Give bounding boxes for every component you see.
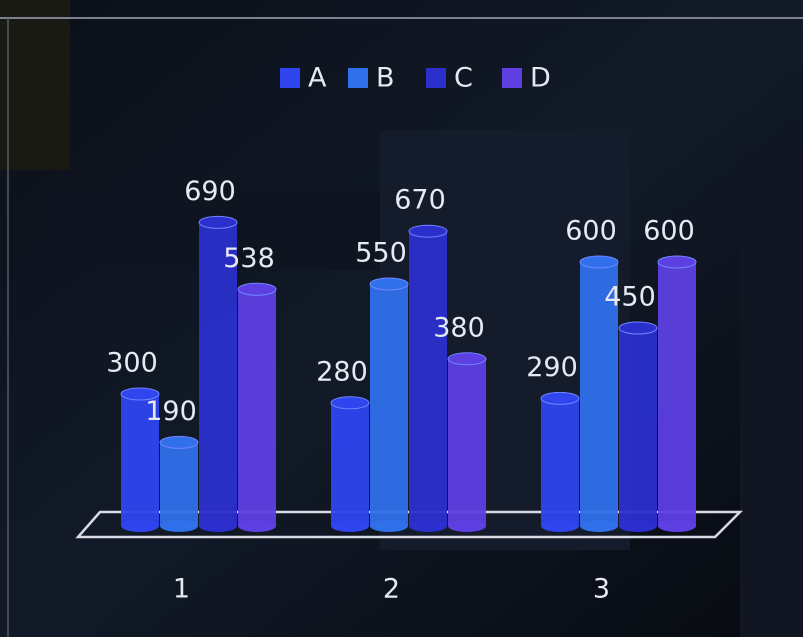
x-tick-label: 1 [173, 574, 190, 605]
bar [541, 398, 579, 526]
data-label: 190 [145, 396, 197, 427]
legend-label: A [308, 63, 327, 94]
bar-top [618, 321, 658, 335]
bar [580, 262, 618, 526]
x-tick-label: 2 [383, 574, 400, 605]
data-label: 380 [433, 312, 485, 343]
bar [238, 289, 276, 526]
bar [658, 262, 696, 526]
bar-top [408, 224, 448, 238]
legend-label: D [530, 63, 551, 94]
bar-top [369, 277, 409, 291]
bar [448, 358, 486, 526]
bar [409, 231, 447, 526]
data-label: 550 [355, 238, 407, 269]
bar [121, 394, 159, 526]
data-label: 600 [565, 216, 617, 247]
floor [75, 510, 744, 539]
legend-label: C [454, 63, 473, 94]
data-label: 538 [223, 243, 275, 274]
data-label: 300 [106, 348, 158, 379]
data-label: 450 [604, 282, 656, 313]
legend-swatch [348, 68, 368, 88]
bar [160, 442, 198, 526]
data-label: 290 [526, 352, 578, 383]
plot: A B C D 1 300 190 690 538 2 280 550 670 380 3 290 600 450… [106, 63, 697, 605]
bar [619, 328, 657, 526]
bar-top [540, 391, 580, 405]
legend-swatch [502, 68, 522, 88]
data-label: 690 [184, 176, 236, 207]
bar [199, 222, 237, 526]
legend-swatch [280, 68, 300, 88]
bar-top [579, 255, 619, 269]
bar-top [657, 255, 697, 269]
bar-top [330, 396, 370, 410]
bar [331, 402, 369, 526]
data-label: 670 [394, 185, 446, 216]
data-label: 600 [643, 216, 695, 247]
legend-swatch [426, 68, 446, 88]
bar-top [198, 215, 238, 229]
bar-top [120, 387, 160, 401]
bar-top [159, 435, 199, 449]
data-label: 280 [316, 356, 368, 387]
bar [370, 284, 408, 526]
bar-top [237, 282, 277, 296]
x-tick-label: 3 [593, 574, 610, 605]
legend-label: B [376, 63, 395, 94]
bar-top [447, 352, 487, 366]
